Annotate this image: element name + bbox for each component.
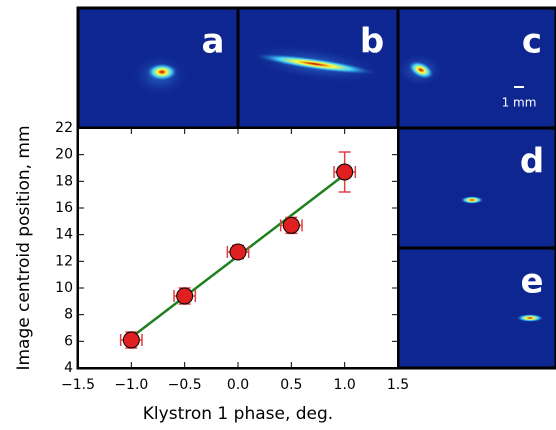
- data-point: [176, 287, 194, 305]
- x-tick-label: 0.0: [227, 377, 249, 393]
- panel-label: a: [202, 22, 225, 62]
- y-tick-label: 12: [55, 253, 73, 269]
- data-point: [229, 243, 247, 261]
- y-tick-label: 18: [55, 173, 73, 189]
- x-tick-label: 1.5: [387, 377, 409, 393]
- x-tick-label: −1.0: [114, 377, 148, 393]
- y-tick-label: 14: [55, 227, 73, 243]
- x-tick-label: −1.5: [61, 377, 95, 393]
- y-tick-label: 4: [64, 360, 73, 376]
- y-tick-label: 10: [55, 280, 73, 296]
- panel-label: e: [520, 262, 543, 302]
- x-tick-label: 1.0: [334, 377, 356, 393]
- y-axis-label: Image centroid position, mm: [14, 125, 34, 370]
- data-point: [336, 163, 354, 181]
- data-point: [122, 331, 140, 349]
- panel-label: c: [522, 22, 542, 62]
- y-tick-label: 20: [55, 147, 73, 163]
- y-tick-label: 8: [64, 307, 73, 323]
- panel-e: [398, 248, 556, 368]
- panel-label: d: [520, 142, 544, 182]
- panel-d: [398, 128, 556, 248]
- x-tick-label: 0.5: [280, 377, 302, 393]
- image-panels: a b c d e 1 mm: [76, 6, 556, 370]
- panel-label: b: [360, 22, 384, 62]
- y-tick-label: 6: [64, 333, 73, 349]
- x-tick-label: −0.5: [168, 377, 202, 393]
- y-tick-label: 16: [55, 200, 73, 216]
- x-axis-label: Klystron 1 phase, deg.: [143, 404, 333, 424]
- y-tick-label: 22: [55, 120, 73, 136]
- data-point: [282, 216, 300, 234]
- scale-label: 1 mm: [502, 96, 537, 110]
